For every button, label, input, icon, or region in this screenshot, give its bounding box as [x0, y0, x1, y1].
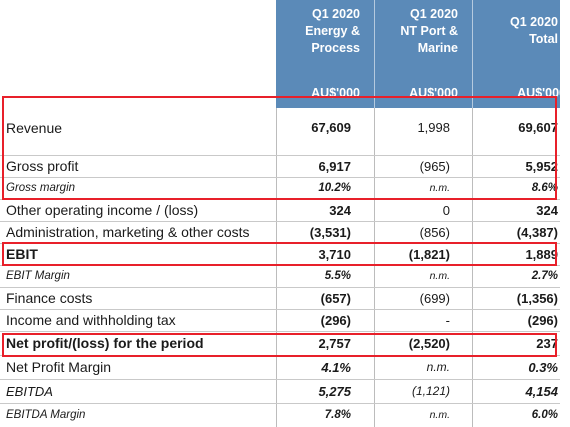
highlight-box-ebit [2, 242, 557, 266]
table-row-gross-profit: Gross profit 6,917 (965) 5,952 [6, 158, 558, 174]
header-col-energy-process: Q1 2020 Energy & Process [305, 7, 360, 55]
table-row-gross-margin: Gross margin 10.2% n.m. 8.6% [6, 182, 558, 194]
table-row-admin-costs: Administration, marketing & other costs … [6, 224, 558, 240]
row-divider [0, 379, 560, 380]
header-divider [374, 0, 375, 108]
table-row-finance-costs: Finance costs (657) (699) (1,356) [6, 290, 558, 306]
highlight-box-net-profit [2, 333, 557, 357]
row-divider [0, 331, 560, 332]
column-divider [472, 108, 473, 427]
table-row-ebitda: EBITDA 5,275 (1,121) 4,154 [6, 383, 558, 399]
row-divider [0, 403, 560, 404]
row-divider [0, 155, 560, 156]
table-row-other-operating-income: Other operating income / (loss) 324 0 32… [6, 202, 558, 218]
table-row-ebit: EBIT 3,710 (1,821) 1,889 [6, 246, 558, 262]
table-row-ebit-margin: EBIT Margin 5.5% n.m. 2.7% [6, 270, 558, 282]
column-divider [374, 108, 375, 427]
row-divider [0, 221, 560, 222]
header-col-nt-port-marine: Q1 2020 NT Port & Marine [400, 7, 458, 55]
row-divider [0, 287, 560, 288]
table-row-ebitda-margin: EBITDA Margin 7.8% n.m. 6.0% [6, 409, 558, 421]
row-divider [0, 309, 560, 310]
table-row-revenue: Revenue 67,609 1,998 69,607 [6, 119, 558, 136]
highlight-box-revenue-gross [2, 96, 557, 200]
column-divider [276, 108, 277, 427]
row-divider [0, 177, 560, 178]
table-row-net-profit-margin: Net Profit Margin 4.1% n.m. 0.3% [6, 359, 558, 375]
header-divider [472, 0, 473, 108]
table-row-income-tax: Income and withholding tax (296) - (296) [6, 312, 558, 328]
header-col-total: Q1 2020 Total [510, 15, 558, 46]
table-row-net-profit: Net profit/(loss) for the period 2,757 (… [6, 335, 558, 351]
table-header [276, 0, 560, 108]
